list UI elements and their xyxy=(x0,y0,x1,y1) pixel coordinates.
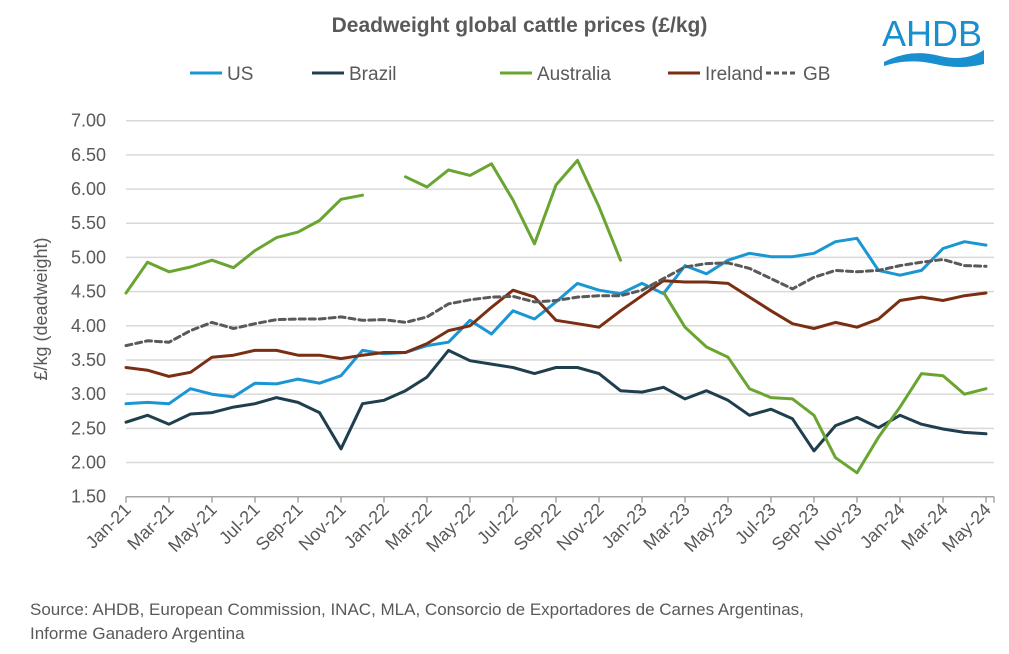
series-line-gb xyxy=(124,258,988,348)
y-tick-label: 6.00 xyxy=(71,179,106,199)
y-tick-label: 6.50 xyxy=(71,145,106,165)
x-tick-label: Nov-23 xyxy=(811,499,866,554)
legend-item-brazil: Brazil xyxy=(312,64,397,85)
y-tick-label: 5.50 xyxy=(71,213,106,233)
y-tick-label: 4.50 xyxy=(71,282,106,302)
y-tick-label: 5.00 xyxy=(71,247,106,267)
y-tick-label: 3.00 xyxy=(71,384,106,404)
y-axis-ticks: 1.50 2.00 2.50 3.00 3.50 4.00 4.50 5.00 5.50 6.00… xyxy=(71,111,106,507)
x-tick-label: May-24 xyxy=(938,499,995,556)
legend-item-ireland: Ireland xyxy=(668,64,763,85)
x-tick-label: Nov-22 xyxy=(553,499,608,554)
legend-label: Ireland xyxy=(705,64,763,85)
chart-title: Deadweight global cattle prices (£/kg) xyxy=(331,14,708,37)
x-tick-label: May-21 xyxy=(164,499,221,556)
x-tick-label: Sep-21 xyxy=(252,499,307,554)
y-tick-label: 1.50 xyxy=(71,487,106,507)
legend-label: US xyxy=(227,64,253,85)
x-tick-label: Sep-23 xyxy=(768,499,823,554)
series-line-australia xyxy=(124,158,988,475)
legend-item-gb: GB xyxy=(766,64,830,85)
legend-label: GB xyxy=(803,64,830,85)
x-axis: Jan-21Mar-21May-21Jul-21Sep-21Nov-21Jan-… xyxy=(82,495,995,556)
x-tick-label: May-23 xyxy=(680,499,737,556)
legend-label: Australia xyxy=(537,64,611,85)
y-tick-label: 3.50 xyxy=(71,350,106,370)
y-tick-label: 2.50 xyxy=(71,418,106,438)
legend-item-australia: Australia xyxy=(500,64,611,85)
y-tick-label: 7.00 xyxy=(71,111,106,131)
y-axis-label: £/kg (deadweight) xyxy=(31,237,51,380)
source-note: Source: AHDB, European Commission, INAC,… xyxy=(30,600,804,643)
series-lines xyxy=(124,158,988,475)
ahdb-logo: AHDB xyxy=(880,10,990,75)
gridlines xyxy=(126,119,994,464)
legend-label: Brazil xyxy=(349,64,397,85)
series-line-ireland xyxy=(124,279,988,378)
line-chart: 1.50 2.00 2.50 3.00 3.50 4.00 4.50 5.00 5.50 6.00… xyxy=(31,64,995,556)
logo-wave xyxy=(884,50,984,67)
legend: US Brazil Australia Ireland GB xyxy=(190,64,830,85)
logo-text: AHDB xyxy=(882,13,982,54)
x-tick-label: Nov-21 xyxy=(295,499,350,554)
x-tick-label: Sep-22 xyxy=(510,499,565,554)
y-tick-label: 2.00 xyxy=(71,453,106,473)
legend-item-us: US xyxy=(190,64,253,85)
x-tick-label: May-22 xyxy=(422,499,479,556)
series-line-brazil xyxy=(124,348,988,453)
y-tick-label: 4.00 xyxy=(71,316,106,336)
